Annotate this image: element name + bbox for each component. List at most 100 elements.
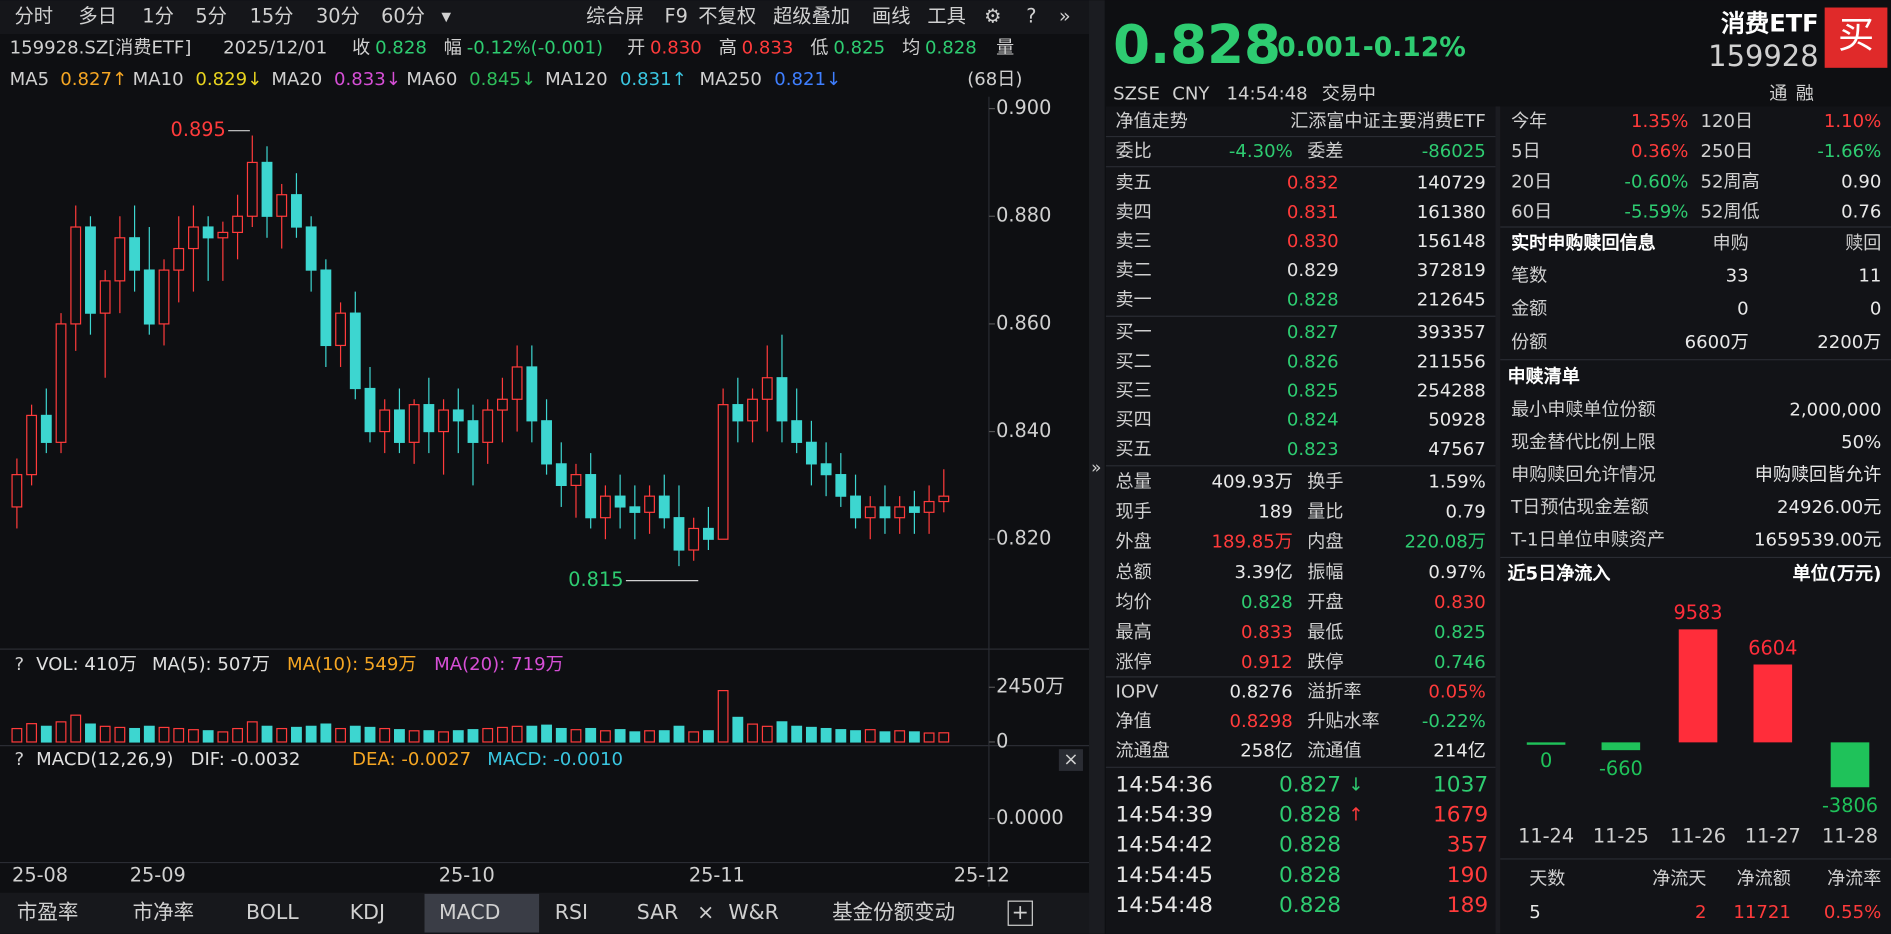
- candle-body: [894, 506, 906, 519]
- buy-label[interactable]: 买: [1838, 14, 1874, 57]
- close-icon[interactable]: ×: [1063, 749, 1078, 770]
- y-tick-label: 0.0000: [996, 806, 1063, 829]
- volume-bar: [879, 731, 891, 743]
- trade-flag: ↓: [1348, 774, 1363, 795]
- bottom-tab[interactable]: W&R: [728, 900, 779, 924]
- volume-bar: [423, 730, 435, 743]
- volume-bar: [864, 729, 876, 743]
- y-tick-label: 0: [996, 729, 1008, 752]
- bar: [1678, 629, 1718, 743]
- period-tab[interactable]: 30分: [316, 5, 360, 28]
- bottom-tab[interactable]: MACD: [439, 900, 500, 924]
- period-tab[interactable]: 分时: [14, 5, 53, 28]
- stat-value: 1.59%: [1428, 472, 1485, 493]
- bottom-tab[interactable]: SAR: [637, 900, 679, 924]
- book-price: 0.827: [1287, 322, 1339, 343]
- stat-label: 20日: [1511, 171, 1552, 192]
- volume-bar: [452, 730, 464, 743]
- period-tab[interactable]: 1分: [142, 5, 174, 28]
- stat-value: 214亿: [1433, 741, 1486, 762]
- stat-label: 量比: [1307, 502, 1343, 523]
- toolbar-bg: [0, 0, 1090, 35]
- volume-bar: [938, 732, 950, 743]
- book-volume: 161380: [1417, 202, 1486, 223]
- stat-value: 3.39亿: [1234, 562, 1292, 583]
- tool-button[interactable]: »: [1059, 5, 1071, 28]
- period-tab[interactable]: 60分: [381, 5, 425, 28]
- period-tab[interactable]: ▾: [441, 5, 451, 28]
- tag: 通: [1769, 83, 1787, 104]
- period-tab[interactable]: 15分: [250, 5, 294, 28]
- bottom-tab[interactable]: 市净率: [133, 900, 195, 924]
- bottom-tab[interactable]: KDJ: [350, 900, 385, 924]
- candle-body: [835, 474, 847, 497]
- collapse-icon[interactable]: »: [1091, 457, 1101, 477]
- x-tick-label: 25-11: [689, 863, 745, 886]
- volume-bar: [99, 725, 111, 743]
- candle-body: [805, 441, 817, 465]
- book-volume: 47567: [1428, 439, 1486, 460]
- tool-button[interactable]: 综合屏: [586, 5, 644, 28]
- tool-button[interactable]: ⚙: [984, 5, 1001, 28]
- volume-bar: [747, 723, 758, 743]
- ma-name: MA250: [699, 69, 761, 90]
- book-label: 卖一: [1116, 289, 1152, 310]
- stat-label: 总额: [1116, 562, 1152, 583]
- book-price: 0.825: [1287, 381, 1339, 402]
- volume-bar: [11, 727, 23, 743]
- candle-body: [217, 231, 229, 239]
- order-label: 委比: [1116, 141, 1152, 162]
- tool-button[interactable]: 不复权: [698, 5, 756, 28]
- volume-bar: [644, 730, 655, 743]
- value-label: 0: [1540, 749, 1552, 772]
- period-tab[interactable]: 多日: [78, 5, 117, 28]
- x-tick-label: 25-09: [130, 863, 186, 886]
- buy-button[interactable]: [1824, 7, 1888, 68]
- info-value: 0.830: [650, 38, 702, 59]
- candle-body: [555, 463, 567, 487]
- bottom-tab[interactable]: RSI: [555, 900, 588, 924]
- trade-flag: ↑: [1348, 805, 1363, 826]
- info-value: -0.12%(-0.001): [467, 38, 603, 59]
- stat-value: 0.79: [1446, 502, 1486, 523]
- tool-button[interactable]: ?: [1026, 5, 1036, 28]
- tool-button[interactable]: 工具: [927, 5, 966, 28]
- period-range: (68日): [967, 69, 1022, 90]
- bottom-tab[interactable]: 基金份额变动: [832, 900, 955, 924]
- candle-body: [761, 377, 773, 400]
- candle-body: [467, 420, 479, 443]
- close-button[interactable]: [1058, 749, 1083, 771]
- bottom-tab[interactable]: 市盈率: [17, 900, 79, 924]
- cell-value: 11: [1858, 265, 1881, 286]
- stat-value: 0.90: [1841, 171, 1881, 192]
- candle-body: [820, 463, 832, 476]
- tool-button[interactable]: 画线: [872, 5, 911, 28]
- volume-bar: [173, 727, 185, 743]
- book-label: 卖四: [1116, 202, 1152, 223]
- candle-body: [246, 161, 258, 217]
- bottom-tab[interactable]: +: [1012, 900, 1029, 924]
- bar: [1526, 742, 1566, 745]
- volume-bar: [776, 721, 788, 743]
- period-tab[interactable]: 5分: [195, 5, 227, 28]
- price-change: -0.001: [1266, 32, 1361, 63]
- candle-body: [158, 269, 170, 325]
- volume-bar: [438, 731, 449, 743]
- x-tick-label: 25-08: [12, 863, 68, 886]
- bottom-tab[interactable]: BOLL: [246, 900, 299, 924]
- volume-legend: MA(5): 507万: [152, 654, 270, 675]
- tool-button[interactable]: F9: [665, 5, 688, 28]
- volume-bar: [202, 730, 214, 743]
- book-price: 0.823: [1287, 439, 1339, 460]
- volume-bar: [143, 725, 155, 743]
- middle-panel: [1105, 106, 1496, 934]
- book-label: 卖三: [1116, 231, 1152, 252]
- cell-value: 6600万: [1685, 332, 1749, 353]
- help-icon: ?: [14, 654, 24, 675]
- volume-bar: [305, 725, 317, 743]
- help-icon: ?: [14, 749, 24, 770]
- stat-label: 跌停: [1307, 652, 1343, 673]
- tag: 融: [1796, 83, 1814, 104]
- bottom-tab[interactable]: ×: [697, 900, 714, 924]
- tool-button[interactable]: 超级叠加: [773, 5, 850, 28]
